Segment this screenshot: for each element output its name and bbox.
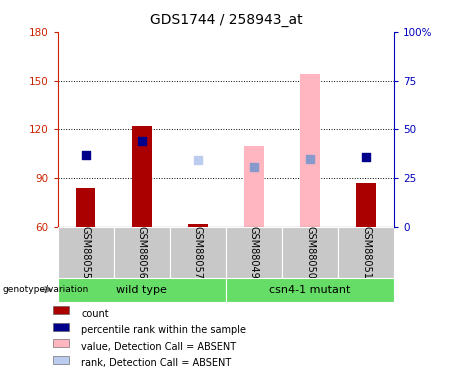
- Bar: [226, 227, 282, 278]
- Bar: [188, 224, 207, 227]
- Point: [250, 164, 258, 170]
- Bar: [58, 227, 114, 278]
- Text: GSM88050: GSM88050: [305, 226, 315, 279]
- Text: rank, Detection Call = ABSENT: rank, Detection Call = ABSENT: [81, 358, 231, 368]
- Text: percentile rank within the sample: percentile rank within the sample: [81, 325, 246, 335]
- Bar: [282, 227, 338, 278]
- Text: GSM88049: GSM88049: [249, 226, 259, 279]
- Point: [362, 154, 370, 160]
- Bar: [114, 227, 170, 278]
- Text: wild type: wild type: [116, 285, 167, 295]
- Point: [138, 138, 146, 144]
- Text: GSM88055: GSM88055: [81, 226, 91, 279]
- Point: [194, 157, 201, 163]
- Bar: [76, 188, 95, 227]
- Text: csn4-1 mutant: csn4-1 mutant: [269, 285, 351, 295]
- Bar: [244, 146, 264, 227]
- Bar: [53, 323, 69, 331]
- Text: value, Detection Call = ABSENT: value, Detection Call = ABSENT: [81, 342, 236, 352]
- Bar: [226, 278, 394, 302]
- Bar: [132, 126, 152, 227]
- Bar: [170, 227, 226, 278]
- Text: GSM88057: GSM88057: [193, 226, 203, 279]
- Text: GSM88056: GSM88056: [137, 226, 147, 279]
- Bar: [53, 339, 69, 347]
- Bar: [53, 306, 69, 314]
- Point: [306, 156, 313, 162]
- Text: GSM88051: GSM88051: [361, 226, 371, 279]
- Bar: [338, 227, 394, 278]
- Bar: [300, 74, 320, 227]
- Bar: [53, 356, 69, 363]
- Bar: [356, 183, 376, 227]
- Text: genotype/variation: genotype/variation: [2, 285, 89, 294]
- Bar: [58, 278, 226, 302]
- Text: GDS1744 / 258943_at: GDS1744 / 258943_at: [149, 13, 302, 27]
- Text: count: count: [81, 309, 109, 319]
- Point: [82, 152, 89, 158]
